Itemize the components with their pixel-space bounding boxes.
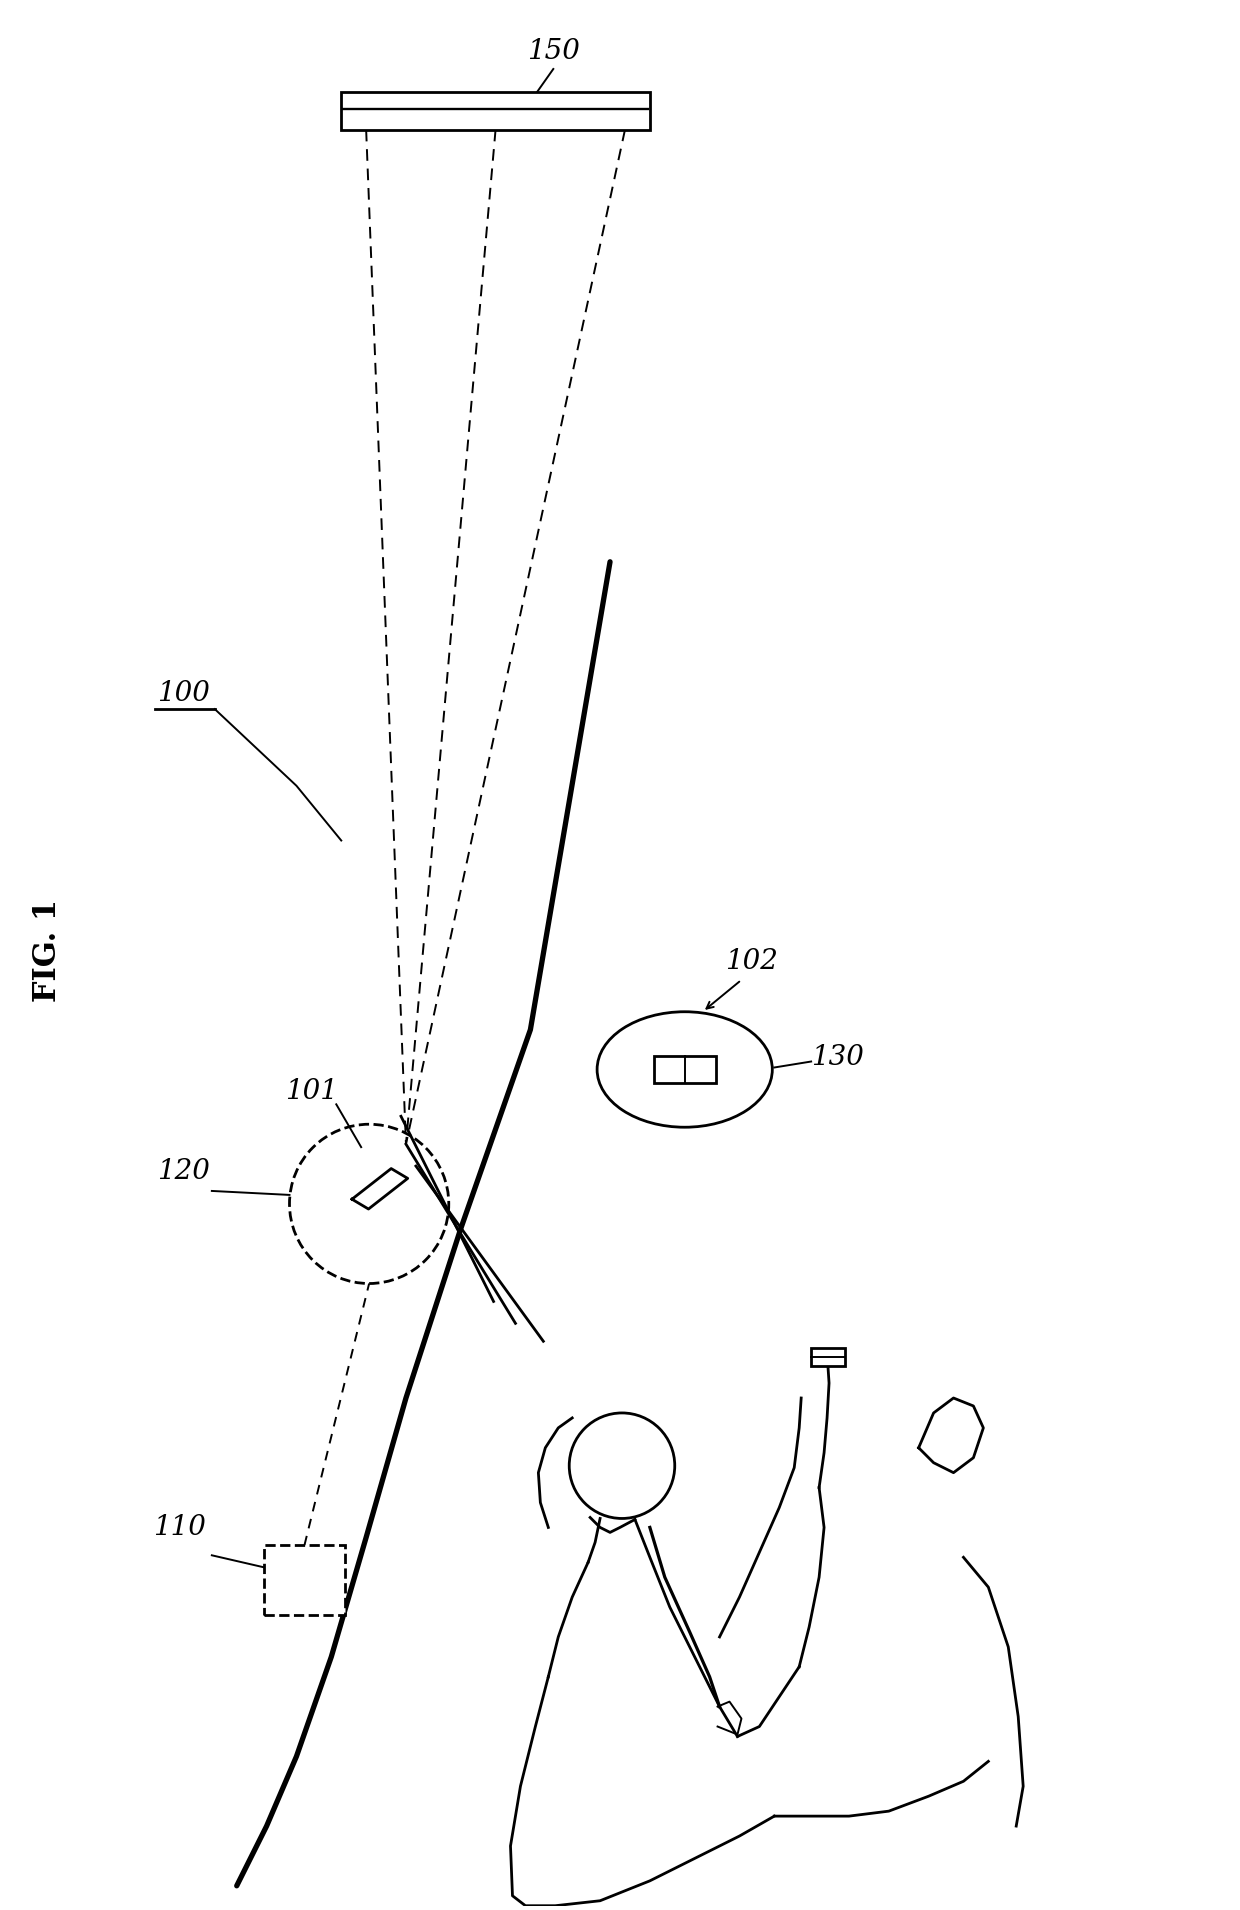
Bar (653, 1056, 715, 1083)
Bar (811, 1348, 844, 1366)
Bar (341, 92, 650, 130)
Text: 130: 130 (811, 1045, 863, 1072)
Text: 150: 150 (527, 38, 580, 65)
Text: 120: 120 (157, 1157, 211, 1184)
Text: 102: 102 (725, 949, 777, 976)
Text: 101: 101 (285, 1077, 337, 1104)
Text: 110: 110 (154, 1515, 206, 1541)
Text: FIG. 1: FIG. 1 (32, 898, 63, 1001)
Text: 100: 100 (157, 680, 210, 707)
Bar (264, 1545, 345, 1616)
